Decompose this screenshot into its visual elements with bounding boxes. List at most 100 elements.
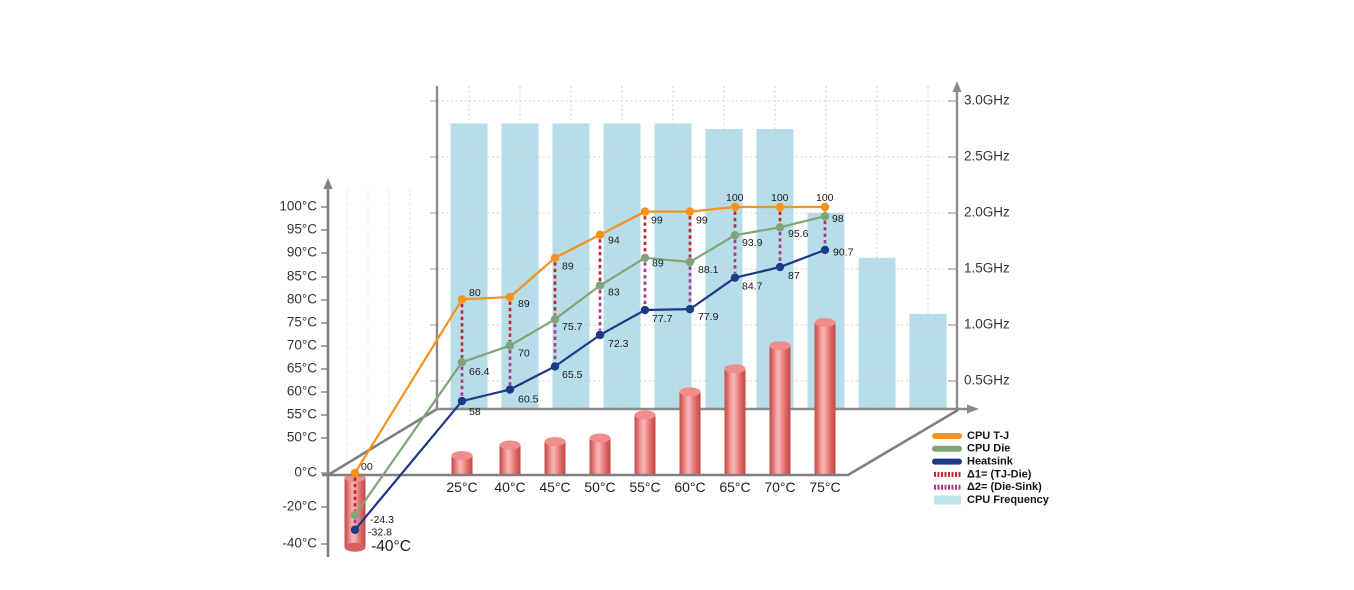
data-point-marker	[640, 253, 650, 263]
data-point-marker	[505, 385, 515, 394]
cylinder-top-face	[589, 433, 611, 443]
legend-item: Δ2= (Die-Sink)	[934, 481, 1042, 493]
legend-label: CPU Frequency	[967, 494, 1050, 506]
cylinder-top-face	[634, 410, 656, 420]
ambient-temperature-cylinder	[814, 318, 836, 475]
data-point-marker	[550, 315, 560, 324]
ambient-temperature-cylinder	[724, 364, 746, 475]
legend-item: CPU Die	[932, 443, 1010, 455]
ambient-temperature-cylinder	[679, 387, 701, 475]
data-point-marker	[457, 358, 467, 367]
legend-label: Δ1= (TJ-Die)	[967, 468, 1032, 480]
right-axis-tick-label: 0.5GHz	[964, 373, 1010, 388]
cylinder-body	[679, 391, 701, 475]
cylinder-body	[769, 345, 791, 475]
left-axis-tick-label: 0°C	[294, 465, 317, 480]
value-label: 89	[562, 261, 574, 273]
value-label: 98	[832, 213, 844, 225]
floor-left-diagonal	[327, 407, 438, 477]
data-point-marker	[350, 525, 360, 534]
value-label: 89	[518, 298, 530, 310]
category-label: 40°C	[494, 479, 525, 495]
data-point-marker	[595, 281, 605, 290]
value-label: 99	[651, 214, 663, 226]
cylinder-body	[589, 438, 611, 475]
category-label: 45°C	[539, 479, 570, 495]
ambient-temperature-cylinder	[589, 433, 611, 475]
cpu-die-line	[354, 215, 826, 516]
left-axis-tick-label: 60°C	[287, 384, 317, 399]
value-label: 77.9	[698, 311, 719, 323]
data-point-marker	[730, 230, 740, 240]
data-point-marker	[820, 245, 830, 255]
data-point-marker	[775, 262, 785, 272]
value-label: 66.4	[469, 366, 490, 378]
value-label: 100	[726, 192, 744, 204]
left-axis-tick-label: 80°C	[287, 292, 317, 307]
value-label: 58	[469, 406, 481, 418]
data-point-marker	[550, 253, 560, 263]
left-axis-tick-label: 50°C	[287, 430, 317, 445]
value-label: 83	[608, 286, 620, 298]
data-point-marker	[505, 341, 515, 350]
left-axis-tick-label: 90°C	[287, 245, 317, 260]
cylinder-body	[724, 368, 746, 475]
data-point-marker	[595, 230, 605, 239]
cylinder-body	[499, 445, 521, 475]
legend-item: Heatsink	[932, 456, 1014, 468]
data-point-marker	[350, 510, 360, 520]
right-axis-tick-label: 2.5GHz	[964, 149, 1010, 164]
category-label: -40°C	[371, 538, 411, 555]
cylinder-top-face	[499, 440, 521, 450]
data-point-marker	[457, 295, 467, 304]
temperature-axis-arrow-icon	[323, 178, 333, 189]
value-label: 80	[469, 287, 481, 299]
legend-item: CPU Frequency	[934, 494, 1050, 506]
value-label: 89	[652, 258, 664, 270]
cylinder-top-face	[679, 387, 701, 397]
data-point-marker	[820, 202, 830, 212]
data-point-marker	[775, 223, 785, 232]
cpu-frequency-bar	[858, 257, 896, 409]
legend-label: CPU Die	[967, 443, 1010, 455]
cylinder-top-face	[724, 364, 746, 374]
value-label: -32.8	[368, 527, 392, 539]
category-label: 55°C	[629, 479, 660, 495]
value-label: 00	[361, 461, 373, 473]
value-label: 100	[771, 192, 789, 204]
value-label: 87	[788, 270, 800, 282]
data-point-marker	[640, 207, 650, 216]
legend-item: CPU T-J	[932, 430, 1009, 442]
legend-label: CPU T-J	[967, 430, 1009, 442]
cylinder-top-face	[769, 341, 791, 351]
data-point-marker	[685, 257, 695, 267]
cylinder-top-face	[451, 451, 473, 460]
category-label: 25°C	[446, 479, 477, 495]
left-axis-tick-label: 55°C	[287, 407, 317, 422]
right-axis-tick-label: 1.0GHz	[964, 317, 1010, 332]
data-point-marker	[685, 207, 695, 216]
legend-swatch-bar	[934, 495, 961, 505]
category-label: 70°C	[764, 479, 795, 495]
data-point-marker	[505, 292, 515, 302]
cylinder-body	[634, 414, 656, 475]
value-label: 95.6	[788, 228, 809, 240]
value-label: 84.7	[742, 280, 763, 292]
right-axis-tick-label: 2.0GHz	[964, 205, 1010, 220]
value-label: 77.7	[652, 313, 673, 325]
legend-item: Δ1= (TJ-Die)	[934, 468, 1032, 480]
data-point-marker	[550, 362, 560, 371]
data-point-marker	[730, 202, 740, 212]
ambient-temperature-cylinder	[769, 341, 791, 475]
ambient-temperature-cylinder	[499, 440, 521, 475]
cylinder-body	[544, 441, 566, 475]
data-point-marker	[640, 305, 650, 315]
data-point-marker	[350, 468, 360, 478]
left-axis-tick-label: 75°C	[287, 315, 317, 330]
value-label: 88.1	[698, 264, 719, 276]
value-label: 72.3	[608, 338, 629, 350]
value-label: 100	[816, 192, 834, 204]
